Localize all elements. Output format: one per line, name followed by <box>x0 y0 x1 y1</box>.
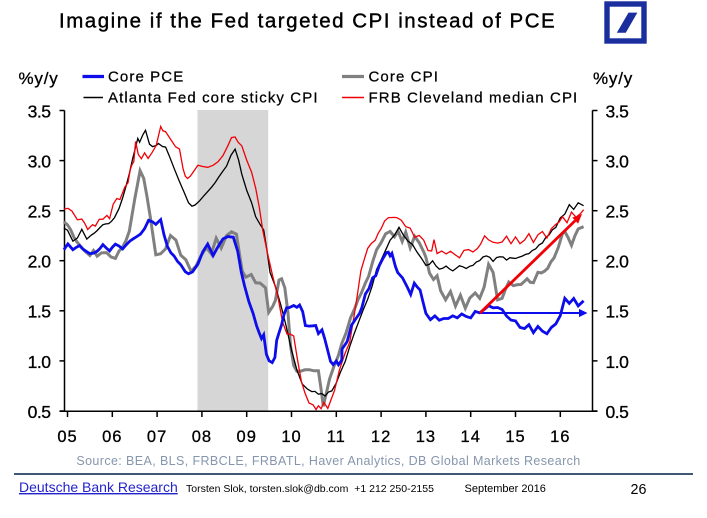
svg-text:Torsten Slok, torsten.slok@db.: Torsten Slok, torsten.slok@db.com +1 212… <box>186 483 434 495</box>
svg-text:13: 13 <box>416 428 436 446</box>
svg-text:3.5: 3.5 <box>606 101 629 121</box>
svg-text:3.0: 3.0 <box>28 152 52 172</box>
svg-text:1.5: 1.5 <box>606 302 629 322</box>
svg-text:Core PCE: Core PCE <box>108 69 184 86</box>
svg-text:1.5: 1.5 <box>28 302 51 322</box>
svg-text:September 2016: September 2016 <box>465 483 546 495</box>
svg-text:Source: BEA, BLS, FRBCLE, FRBA: Source: BEA, BLS, FRBCLE, FRBATL, Haver … <box>76 454 580 468</box>
svg-text:Imagine if the Fed targeted CP: Imagine if the Fed targeted CPI instead … <box>59 10 556 33</box>
svg-text:1.0: 1.0 <box>28 352 52 372</box>
svg-text:FRB Cleveland median CPI: FRB Cleveland median CPI <box>369 90 579 107</box>
svg-text:2.5: 2.5 <box>28 202 51 222</box>
svg-text:3.0: 3.0 <box>606 152 630 172</box>
svg-text:16: 16 <box>550 428 570 446</box>
svg-text:14: 14 <box>461 428 481 446</box>
svg-text:2.0: 2.0 <box>28 252 52 272</box>
svg-text:08: 08 <box>192 428 212 446</box>
svg-text:0.5: 0.5 <box>606 402 629 422</box>
svg-text:09: 09 <box>237 428 257 446</box>
svg-text:1.0: 1.0 <box>606 352 630 372</box>
svg-text:07: 07 <box>147 428 167 446</box>
svg-text:3.5: 3.5 <box>28 101 51 121</box>
svg-text:10: 10 <box>281 428 301 446</box>
svg-text:15: 15 <box>505 428 525 446</box>
svg-text:%y/y: %y/y <box>593 69 633 88</box>
svg-text:06: 06 <box>102 428 122 446</box>
svg-text:11: 11 <box>327 428 346 446</box>
svg-text:Core CPI: Core CPI <box>369 69 440 86</box>
svg-text:0.5: 0.5 <box>28 402 51 422</box>
svg-text:12: 12 <box>371 428 391 446</box>
svg-text:2.0: 2.0 <box>606 252 630 272</box>
svg-text:Deutsche Bank Research: Deutsche Bank Research <box>19 479 178 495</box>
svg-text:05: 05 <box>57 428 77 446</box>
svg-text:Atlanta Fed core sticky CPI: Atlanta Fed core sticky CPI <box>108 90 319 107</box>
svg-text:26: 26 <box>631 482 647 498</box>
svg-text:%y/y: %y/y <box>19 69 59 88</box>
svg-text:2.5: 2.5 <box>606 202 629 222</box>
